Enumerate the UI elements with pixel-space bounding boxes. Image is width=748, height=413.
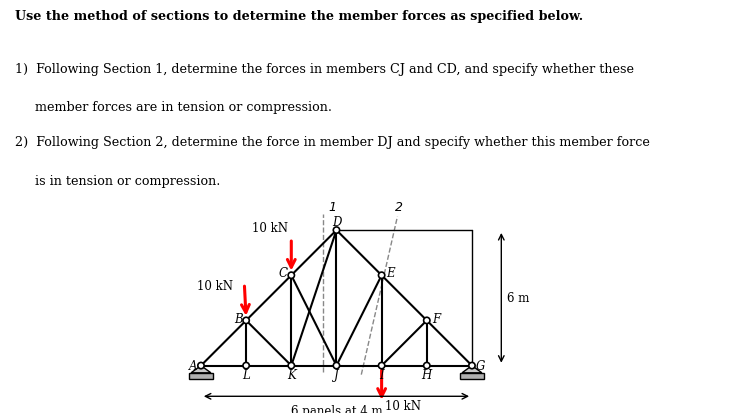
Text: 2: 2 — [395, 200, 403, 214]
Text: D: D — [332, 215, 341, 228]
Text: I: I — [379, 368, 384, 381]
Text: 6 panels at 4 m: 6 panels at 4 m — [291, 404, 382, 413]
Text: member forces are in tension or compression.: member forces are in tension or compress… — [15, 101, 332, 114]
Text: G: G — [476, 359, 485, 372]
Circle shape — [423, 363, 430, 369]
Text: K: K — [287, 368, 295, 381]
Text: L: L — [242, 368, 250, 381]
Circle shape — [334, 363, 340, 369]
Text: 1: 1 — [328, 200, 337, 214]
Circle shape — [378, 273, 384, 279]
Text: J: J — [334, 368, 339, 381]
Text: 10 kN: 10 kN — [197, 279, 233, 292]
Circle shape — [288, 273, 295, 279]
Bar — [460, 373, 484, 379]
Text: H: H — [422, 368, 432, 381]
Text: 6 m: 6 m — [506, 292, 529, 305]
Circle shape — [334, 228, 340, 234]
Text: B: B — [233, 312, 242, 325]
Text: is in tension or compression.: is in tension or compression. — [15, 175, 220, 188]
Circle shape — [197, 363, 204, 369]
Polygon shape — [191, 366, 211, 373]
Circle shape — [469, 363, 475, 369]
Circle shape — [378, 363, 384, 369]
Circle shape — [243, 318, 249, 324]
Text: E: E — [387, 267, 395, 280]
Text: 2)  Following Section 2, determine the force in member DJ and specify whether th: 2) Following Section 2, determine the fo… — [15, 136, 650, 149]
Bar — [189, 373, 212, 379]
Circle shape — [423, 318, 430, 324]
Polygon shape — [462, 366, 482, 373]
Text: A: A — [188, 359, 197, 372]
Text: Use the method of sections to determine the member forces as specified below.: Use the method of sections to determine … — [15, 10, 583, 23]
Circle shape — [243, 363, 249, 369]
Text: 10 kN: 10 kN — [251, 221, 288, 234]
Text: 1)  Following Section 1, determine the forces in members CJ and CD, and specify : 1) Following Section 1, determine the fo… — [15, 62, 634, 75]
Text: F: F — [432, 312, 440, 325]
Text: C: C — [279, 267, 288, 280]
Text: 10 kN: 10 kN — [385, 399, 421, 413]
Circle shape — [288, 363, 295, 369]
